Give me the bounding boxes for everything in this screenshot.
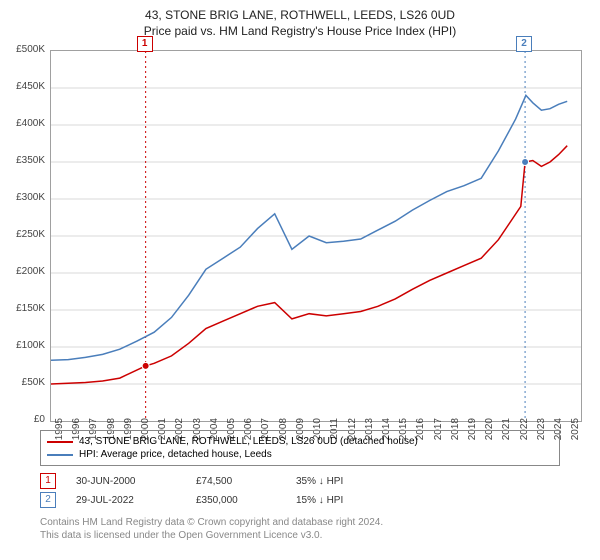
credit-line2: This data is licensed under the Open Gov… <box>40 530 322 541</box>
series-hpi <box>51 95 567 360</box>
y-tick: £350K <box>5 155 45 166</box>
chart-marker-2: 2 <box>516 36 532 52</box>
transaction-date: 29-JUL-2022 <box>76 495 196 506</box>
chart-title: 43, STONE BRIG LANE, ROTHWELL, LEEDS, LS… <box>0 8 600 22</box>
transaction-price: £350,000 <box>196 495 296 506</box>
chart-marker-1: 1 <box>137 36 153 52</box>
y-tick: £500K <box>5 44 45 55</box>
transaction-dots <box>142 159 528 370</box>
y-tick: £150K <box>5 303 45 314</box>
transaction-marker: 2 <box>40 492 56 508</box>
legend: 43, STONE BRIG LANE, ROTHWELL, LEEDS, LS… <box>40 430 560 466</box>
transaction-row: 1 30-JUN-2000£74,50035% ↓ HPI <box>40 473 416 489</box>
transaction-price: £74,500 <box>196 476 296 487</box>
transaction-row: 2 29-JUL-2022£350,00015% ↓ HPI <box>40 492 416 508</box>
transaction-diff: 15% ↓ HPI <box>296 495 416 506</box>
y-tick: £100K <box>5 340 45 351</box>
chart-container: 43, STONE BRIG LANE, ROTHWELL, LEEDS, LS… <box>0 0 600 560</box>
legend-label: HPI: Average price, detached house, Leed… <box>79 449 272 460</box>
legend-swatch <box>47 441 73 443</box>
y-tick: £300K <box>5 192 45 203</box>
x-tick: 2025 <box>570 418 581 458</box>
transaction-table: 1 30-JUN-2000£74,50035% ↓ HPI 2 29-JUL-2022… <box>40 470 416 511</box>
y-tick: £450K <box>5 81 45 92</box>
y-tick: £50K <box>5 377 45 388</box>
transaction-diff: 35% ↓ HPI <box>296 476 416 487</box>
credit-text: Contains HM Land Registry data © Crown c… <box>40 516 560 542</box>
plot-area <box>50 50 582 422</box>
legend-row: HPI: Average price, detached house, Leed… <box>47 448 553 461</box>
chart-title-block: 43, STONE BRIG LANE, ROTHWELL, LEEDS, LS… <box>0 0 600 38</box>
y-tick: £250K <box>5 229 45 240</box>
y-tick: £400K <box>5 118 45 129</box>
series-property <box>51 146 567 384</box>
legend-label: 43, STONE BRIG LANE, ROTHWELL, LEEDS, LS… <box>79 436 418 447</box>
credit-line1: Contains HM Land Registry data © Crown c… <box>40 517 383 528</box>
transaction-marker: 1 <box>40 473 56 489</box>
chart-svg <box>51 51 581 421</box>
legend-row: 43, STONE BRIG LANE, ROTHWELL, LEEDS, LS… <box>47 435 553 448</box>
legend-swatch <box>47 454 73 456</box>
transaction-date: 30-JUN-2000 <box>76 476 196 487</box>
y-tick: £0 <box>5 414 45 425</box>
chart-subtitle: Price paid vs. HM Land Registry's House … <box>0 24 600 38</box>
y-tick: £200K <box>5 266 45 277</box>
